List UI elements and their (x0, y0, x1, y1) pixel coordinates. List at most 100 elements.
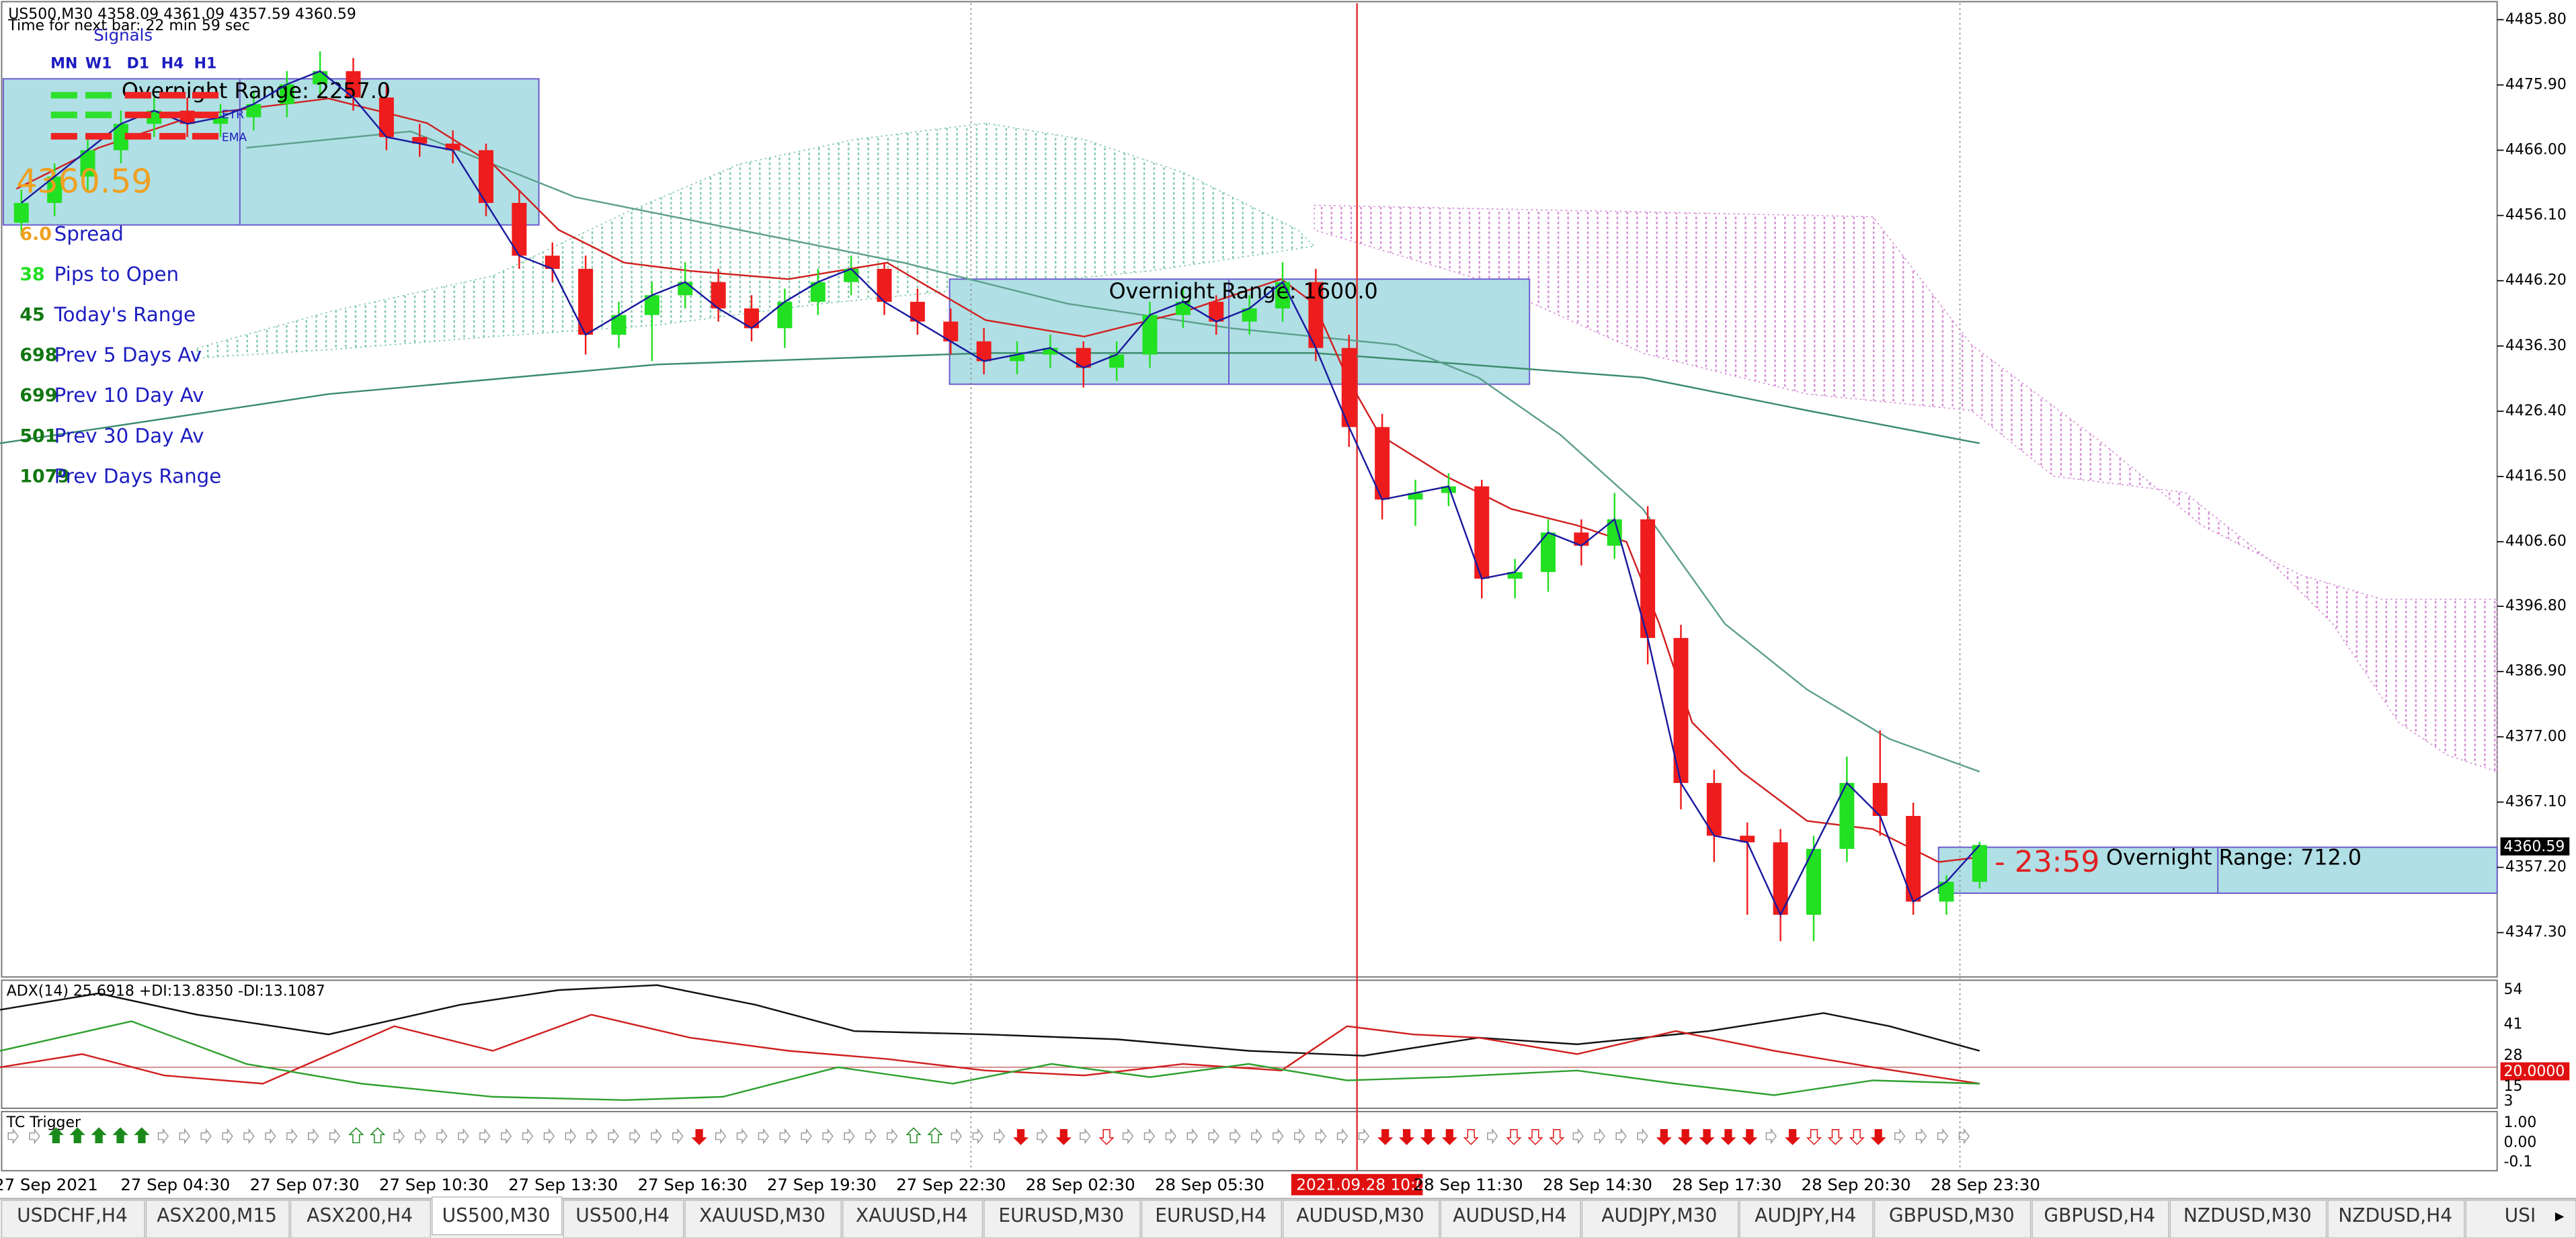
tc-arrow (1012, 1129, 1029, 1145)
signal-dash (124, 132, 151, 140)
signal-dash (159, 112, 186, 118)
signal-dash (159, 91, 186, 99)
candle-body (1507, 572, 1523, 579)
tc-arrow (1098, 1129, 1115, 1145)
candle-body (1408, 493, 1423, 500)
time-label: 27 Sep 07:30 (250, 1175, 360, 1194)
price-label: 4436.30 (2505, 337, 2567, 354)
tab (2327, 1200, 2465, 1238)
tc-arrow (134, 1127, 150, 1144)
time-label: 28 Sep 05:30 (1155, 1175, 1264, 1194)
plus-di-line (0, 1020, 1980, 1102)
adx-scale: 3 (2503, 1093, 2513, 1110)
time-label: 27 Sep 19:30 (767, 1175, 877, 1194)
time-label: 28 Sep 17:30 (1672, 1175, 1781, 1194)
candle-body (1706, 782, 1722, 836)
big-price: 4360.59 (16, 163, 152, 201)
tab-label[interactable]: US500,M30 (442, 1204, 551, 1227)
candle-body (1773, 842, 1788, 915)
tab-label[interactable]: XAUUSD,H4 (856, 1204, 968, 1227)
tab-label[interactable]: AUDJPY,H4 (1755, 1204, 1856, 1227)
tc-arrow (691, 1129, 707, 1145)
tc-arrow (927, 1127, 943, 1144)
adx-scale: 41 (2503, 1016, 2522, 1032)
tab-label[interactable]: AUDJPY,M30 (1601, 1204, 1717, 1227)
candle-body (877, 269, 892, 302)
tab-label[interactable]: ASX200,H4 (307, 1204, 413, 1227)
candle-body (1972, 845, 1987, 882)
tab (1, 1200, 145, 1238)
tc-arrow (608, 1128, 619, 1145)
tab-label[interactable]: GBPUSD,H4 (2044, 1204, 2155, 1227)
timeframe: MN (50, 55, 77, 72)
tc-arrow (1637, 1128, 1648, 1145)
tc-arrow (112, 1127, 128, 1144)
tc-arrow (1273, 1128, 1284, 1145)
tc-arrow (179, 1128, 190, 1145)
tc-arrow (565, 1128, 577, 1145)
stat-label: Prev 30 Day Av (54, 424, 204, 447)
tc-arrow (1080, 1128, 1091, 1145)
tc-arrow (329, 1128, 341, 1145)
candle-body (346, 71, 361, 98)
tab-label[interactable]: NZDUSD,H4 (2338, 1204, 2452, 1227)
time-label: 27 Sep 04:30 (120, 1175, 230, 1194)
range-box (949, 278, 1531, 385)
ma-mid (246, 130, 1980, 773)
tc-arrow (1487, 1128, 1498, 1145)
stat-label: Today's Range (54, 303, 196, 326)
symbol-line: US500,M30 4358.09 4361.09 4357.59 4360.5… (8, 6, 356, 23)
tab-label[interactable]: XAUUSD,M30 (699, 1204, 826, 1227)
timeframe: D1 (127, 55, 150, 72)
tab-label[interactable]: GBPUSD,M30 (1889, 1204, 2015, 1227)
tab-label[interactable]: US500,H4 (575, 1204, 670, 1227)
tc-arrow (972, 1128, 983, 1145)
tc-arrow (994, 1128, 1005, 1145)
tab-label[interactable]: USDCHF,H4 (17, 1204, 128, 1227)
time-label: 28 Sep 14:30 (1543, 1175, 1652, 1194)
stat-label: Prev Days Range (54, 464, 222, 487)
tc-arrow (951, 1128, 963, 1145)
tc-arrow (265, 1128, 276, 1145)
cloud-bear (1314, 204, 2498, 773)
tc-arrow (758, 1128, 770, 1145)
tab (563, 1200, 684, 1238)
tab-label[interactable]: AUDUSD,M30 (1296, 1204, 1424, 1227)
tab-label[interactable]: NZDUSD,M30 (2183, 1204, 2312, 1227)
tc-arrow (370, 1127, 386, 1144)
tc-arrow (415, 1128, 426, 1145)
tab-label[interactable]: EURUSD,H4 (1155, 1204, 1266, 1227)
adx-level-tag: 20.0000 (2503, 1063, 2565, 1080)
adx-line (0, 984, 1980, 1057)
tab-label[interactable]: USI (2505, 1204, 2536, 1227)
tc-arrow (1785, 1129, 1801, 1145)
price-label: 4456.10 (2505, 207, 2567, 224)
tab-label[interactable]: EURUSD,M30 (998, 1204, 1124, 1227)
ma-fast (15, 97, 1980, 863)
price-label: 4416.50 (2505, 468, 2567, 485)
ma-label: EMA (222, 131, 247, 145)
candle-body (378, 97, 394, 137)
tc-scale: 0.00 (2503, 1134, 2536, 1151)
tc-arrow (1463, 1129, 1479, 1145)
tc-arrow (1506, 1129, 1522, 1145)
tab-label[interactable]: AUDUSD,H4 (1453, 1204, 1566, 1227)
tc-arrow (1037, 1128, 1048, 1145)
time-label: 27 Sep 2021 (0, 1175, 98, 1194)
candle-body (810, 282, 826, 302)
candle-body (1607, 519, 1622, 546)
tab-label[interactable]: ASX200,M15 (157, 1204, 277, 1227)
candle-body (246, 104, 261, 118)
tc-arrow (1915, 1128, 1927, 1145)
tc-arrow (1656, 1129, 1672, 1145)
time-label: 27 Sep 10:30 (379, 1175, 489, 1194)
tc-arrow (69, 1127, 85, 1144)
tc-arrow (1549, 1129, 1565, 1145)
tc-arrow (1399, 1129, 1415, 1145)
tc-arrow (822, 1128, 834, 1145)
tc-arrow (1958, 1128, 1970, 1145)
time-label: 28 Sep 23:30 (1931, 1175, 2040, 1194)
candle-body (213, 117, 229, 124)
signal-dash (50, 112, 77, 118)
